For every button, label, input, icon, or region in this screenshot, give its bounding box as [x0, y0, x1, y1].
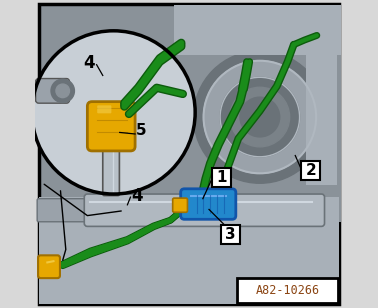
- FancyBboxPatch shape: [39, 197, 339, 304]
- FancyBboxPatch shape: [306, 15, 337, 185]
- FancyBboxPatch shape: [38, 255, 60, 278]
- Circle shape: [194, 51, 326, 183]
- FancyBboxPatch shape: [174, 5, 341, 55]
- Circle shape: [240, 97, 280, 137]
- FancyBboxPatch shape: [37, 199, 108, 222]
- Text: 4: 4: [83, 54, 95, 72]
- Text: 3: 3: [225, 227, 236, 241]
- FancyBboxPatch shape: [237, 278, 338, 303]
- Text: A82-10266: A82-10266: [256, 284, 320, 297]
- Circle shape: [203, 61, 316, 173]
- FancyBboxPatch shape: [212, 168, 231, 187]
- Text: 1: 1: [216, 170, 226, 184]
- Circle shape: [230, 87, 290, 147]
- FancyBboxPatch shape: [87, 102, 135, 151]
- Circle shape: [51, 79, 74, 103]
- Circle shape: [220, 77, 300, 157]
- Circle shape: [34, 32, 194, 192]
- FancyBboxPatch shape: [103, 122, 119, 196]
- FancyBboxPatch shape: [84, 194, 325, 226]
- FancyBboxPatch shape: [36, 79, 70, 103]
- FancyBboxPatch shape: [97, 105, 112, 113]
- Circle shape: [56, 84, 70, 98]
- Text: 2: 2: [305, 164, 316, 178]
- FancyBboxPatch shape: [173, 198, 187, 212]
- Text: 5: 5: [136, 124, 147, 138]
- Circle shape: [32, 31, 195, 194]
- FancyBboxPatch shape: [174, 5, 341, 222]
- FancyBboxPatch shape: [221, 225, 240, 244]
- FancyBboxPatch shape: [181, 189, 236, 219]
- Text: 4: 4: [131, 187, 143, 205]
- FancyBboxPatch shape: [301, 161, 320, 180]
